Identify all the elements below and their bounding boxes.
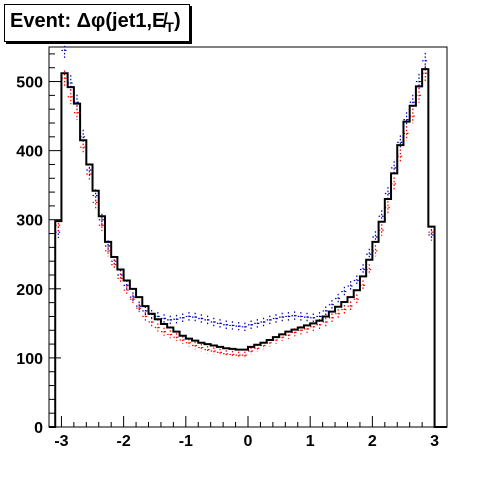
y-tick-label: 500 (16, 75, 43, 92)
chart-title: Event: Δφ(jet1,E̸T) (10, 10, 181, 35)
title-symbol: E̸ (152, 10, 166, 32)
series-red-points (55, 65, 435, 359)
plot-frame (48, 46, 448, 428)
x-tick-label: 1 (306, 433, 315, 450)
x-tick-label: 3 (430, 433, 439, 450)
y-tick-label: 300 (16, 213, 43, 230)
chart-title-box: Event: Δφ(jet1,E̸T) (4, 4, 190, 42)
x-tick-label: 2 (368, 433, 377, 450)
axes: -3 -2 -1 0 1 2 3 0 100 200 300 400 500 (16, 53, 448, 450)
y-tick-label: 0 (34, 420, 43, 437)
y-tick-label: 400 (16, 144, 43, 161)
title-prefix: Event: Δφ(jet1, (10, 10, 153, 32)
x-tick-label: 0 (244, 433, 253, 450)
y-tick-label: 200 (16, 282, 43, 299)
title-suffix: ) (173, 10, 181, 32)
x-tick-label: -1 (179, 433, 193, 450)
x-tick-label: -3 (54, 433, 68, 450)
title-subscript: T (165, 19, 174, 35)
series-black-histogram (49, 68, 447, 428)
y-tick-label: 100 (16, 351, 43, 368)
x-tick-label: -2 (117, 433, 131, 450)
